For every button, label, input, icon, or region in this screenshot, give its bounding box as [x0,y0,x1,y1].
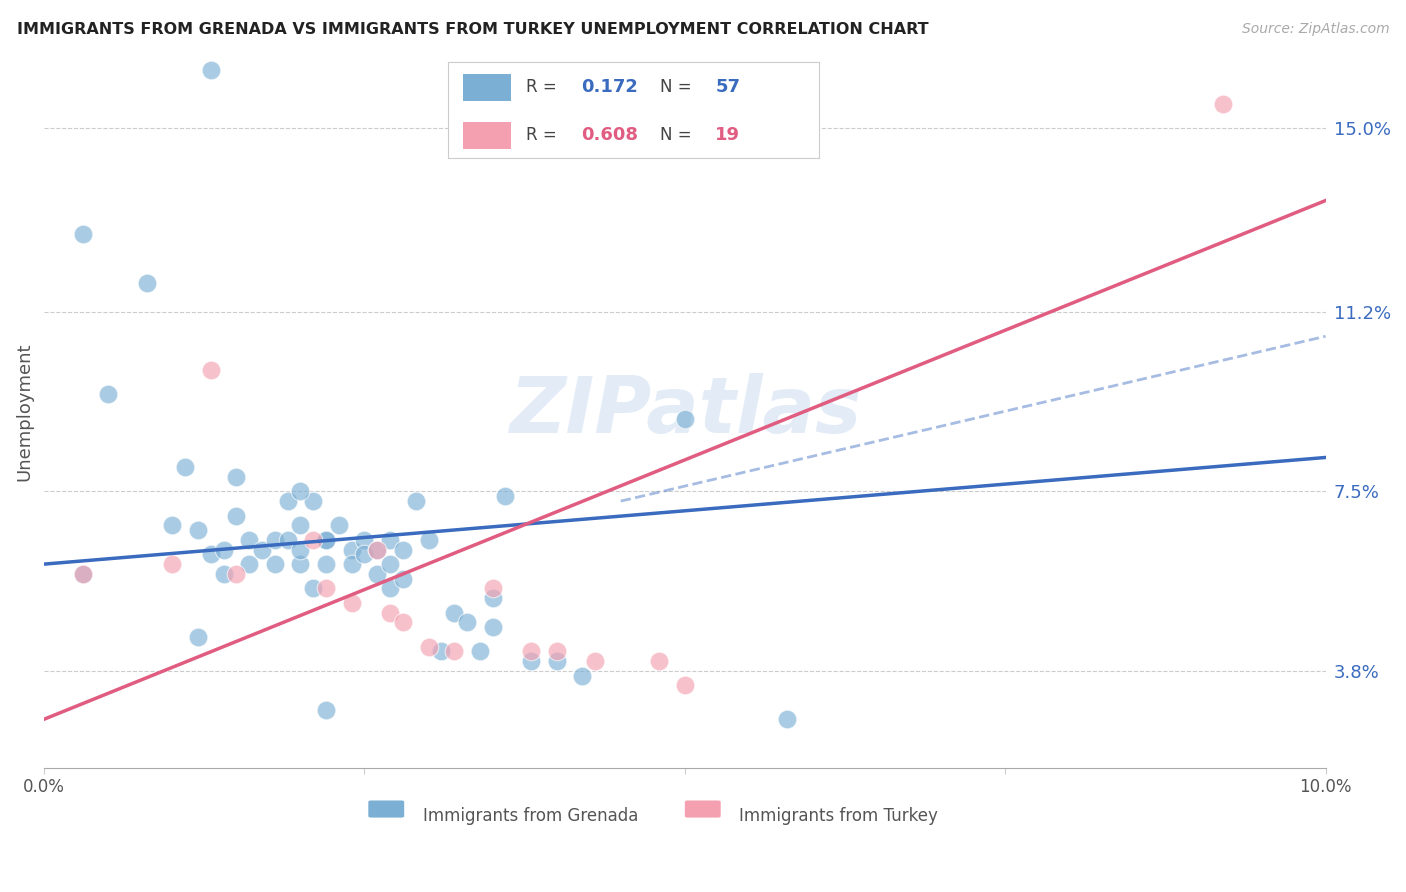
Point [174,460,197,475]
Point [302,494,325,508]
Point [418,640,440,654]
Point [456,615,478,630]
Point [162,557,184,571]
Point [378,582,401,596]
FancyBboxPatch shape [685,800,721,818]
Point [546,644,568,658]
Point [315,702,337,716]
Point [353,533,375,547]
Point [315,557,337,571]
Point [238,557,260,571]
Point [277,533,299,547]
Point [290,518,312,533]
Point [187,630,209,644]
Point [238,533,260,547]
Point [72,566,94,581]
Point [225,470,247,484]
Point [200,548,222,562]
Point [315,582,337,596]
Point [481,591,503,605]
Point [378,533,401,547]
Point [72,227,94,242]
Point [418,533,440,547]
Point [378,557,401,571]
Point [290,484,312,499]
Point [72,566,94,581]
Point [494,489,516,503]
Point [378,606,401,620]
Point [225,566,247,581]
Point [571,668,593,682]
Point [315,533,337,547]
Point [315,533,337,547]
Point [290,557,312,571]
Point [583,654,606,668]
Point [520,654,543,668]
Point [277,494,299,508]
Point [468,644,491,658]
Point [392,572,415,586]
Point [366,566,388,581]
Point [366,542,388,557]
Point [481,582,503,596]
Point [250,542,273,557]
Point [1212,96,1234,111]
Point [776,712,799,726]
Point [225,508,247,523]
Point [302,533,325,547]
Point [392,615,415,630]
Text: Immigrants from Grenada: Immigrants from Grenada [423,807,638,825]
Point [200,62,222,77]
Point [430,644,453,658]
Point [200,363,222,377]
Point [135,276,157,290]
Point [302,582,325,596]
Y-axis label: Unemployment: Unemployment [15,343,32,481]
Point [340,596,363,610]
Point [366,542,388,557]
Point [212,542,235,557]
Point [340,557,363,571]
Point [187,523,209,537]
Point [263,557,285,571]
Point [290,542,312,557]
Point [97,387,120,401]
Point [520,644,543,658]
Point [392,542,415,557]
Point [263,533,285,547]
Point [546,654,568,668]
Point [340,542,363,557]
Point [443,606,465,620]
Point [481,620,503,634]
Point [328,518,350,533]
Text: Immigrants from Turkey: Immigrants from Turkey [740,807,938,825]
Point [673,411,696,425]
Point [162,518,184,533]
Point [405,494,427,508]
Point [212,566,235,581]
Text: IMMIGRANTS FROM GRENADA VS IMMIGRANTS FROM TURKEY UNEMPLOYMENT CORRELATION CHART: IMMIGRANTS FROM GRENADA VS IMMIGRANTS FR… [17,22,928,37]
Point [648,654,671,668]
Point [353,548,375,562]
Text: ZIPatlas: ZIPatlas [509,374,860,450]
FancyBboxPatch shape [368,800,404,818]
Point [673,678,696,692]
Text: Source: ZipAtlas.com: Source: ZipAtlas.com [1241,22,1389,37]
Point [443,644,465,658]
